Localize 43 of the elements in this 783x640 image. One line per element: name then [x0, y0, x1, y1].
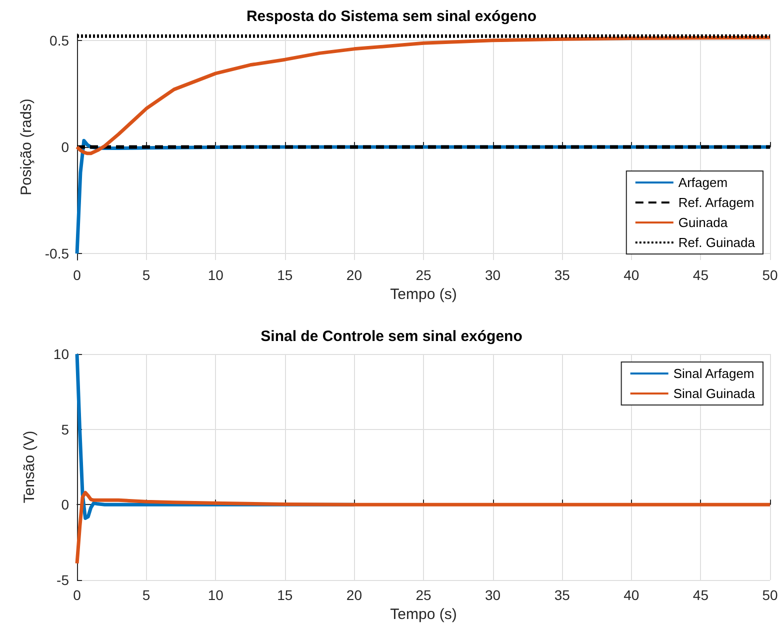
x-tick-label: 35 [554, 587, 570, 603]
x-tick-label: 0 [73, 587, 82, 603]
legend-label: Sinal Guinada [673, 386, 756, 401]
x-tick-label: 50 [762, 587, 778, 603]
x-tick-label: 35 [554, 267, 570, 283]
x-tick-label: 20 [346, 267, 362, 283]
y-tick-label: 0.5 [50, 32, 70, 48]
y-tick-label: 10 [53, 346, 70, 362]
x-tick-label: 5 [142, 587, 150, 603]
x-tick-label: 45 [692, 267, 709, 283]
y-tick-label: 0 [61, 139, 70, 155]
legend-label: Ref. Guinada [678, 235, 756, 250]
legend-label: Ref. Arfagem [678, 195, 754, 210]
x-tick-label: 25 [416, 587, 432, 603]
line-series [75, 490, 772, 566]
x-axis-title: Tempo (s) [390, 286, 457, 303]
x-tick-label: 10 [208, 267, 224, 283]
x-tick-label: 15 [277, 267, 293, 283]
legend-label: Sinal Arfagem [673, 366, 754, 381]
x-tick-label: 30 [485, 267, 501, 283]
y-tick-label: -5 [56, 572, 70, 588]
x-axis-title: Tempo (s) [390, 606, 457, 623]
x-tick-label: 15 [277, 587, 293, 603]
y-axis-title: Tensão (V) [21, 430, 38, 504]
x-tick-label: 30 [485, 587, 501, 603]
y-tick-label: 0 [61, 496, 70, 513]
chart-title: Sinal de Controle sem sinal exógeno [260, 328, 522, 345]
legend-label: Arfagem [678, 175, 728, 190]
x-tick-label: 20 [346, 587, 362, 603]
y-tick-label: 5 [61, 421, 70, 438]
legend-label: Guinada [678, 215, 728, 230]
x-tick-label: 45 [692, 587, 709, 603]
line-series [75, 36, 772, 156]
y-tick-label: -0.5 [44, 246, 70, 262]
x-tick-label: 0 [73, 267, 82, 283]
x-tick-label: 5 [142, 267, 150, 283]
chart-title: Resposta do Sistema sem sinal exógeno [246, 8, 537, 25]
x-tick-label: 40 [624, 587, 640, 603]
x-tick-label: 10 [208, 587, 224, 603]
x-tick-label: 40 [624, 267, 640, 283]
x-tick-label: 50 [762, 267, 778, 283]
y-axis-title: Posição (rads) [18, 98, 35, 196]
x-tick-label: 25 [416, 267, 432, 283]
